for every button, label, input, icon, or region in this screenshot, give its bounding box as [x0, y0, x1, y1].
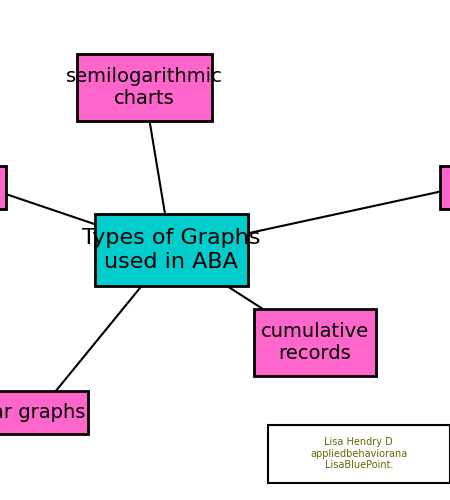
FancyBboxPatch shape: [268, 425, 450, 482]
Text: Types of Graphs
used in ABA: Types of Graphs used in ABA: [82, 228, 260, 272]
Text: ar graphs: ar graphs: [0, 403, 85, 422]
FancyBboxPatch shape: [76, 54, 211, 121]
Text: semilogarithmic
charts: semilogarithmic charts: [66, 67, 222, 108]
FancyBboxPatch shape: [254, 308, 376, 376]
FancyBboxPatch shape: [440, 166, 450, 209]
FancyBboxPatch shape: [94, 214, 248, 286]
FancyBboxPatch shape: [0, 166, 5, 209]
Text: cumulative
records: cumulative records: [261, 322, 369, 363]
Text: sc: sc: [449, 178, 450, 197]
FancyBboxPatch shape: [0, 391, 88, 434]
Text: Lisa Hendry D
appliedbehaviorana
LisaBluePoint.: Lisa Hendry D appliedbehaviorana LisaBlu…: [310, 437, 408, 470]
